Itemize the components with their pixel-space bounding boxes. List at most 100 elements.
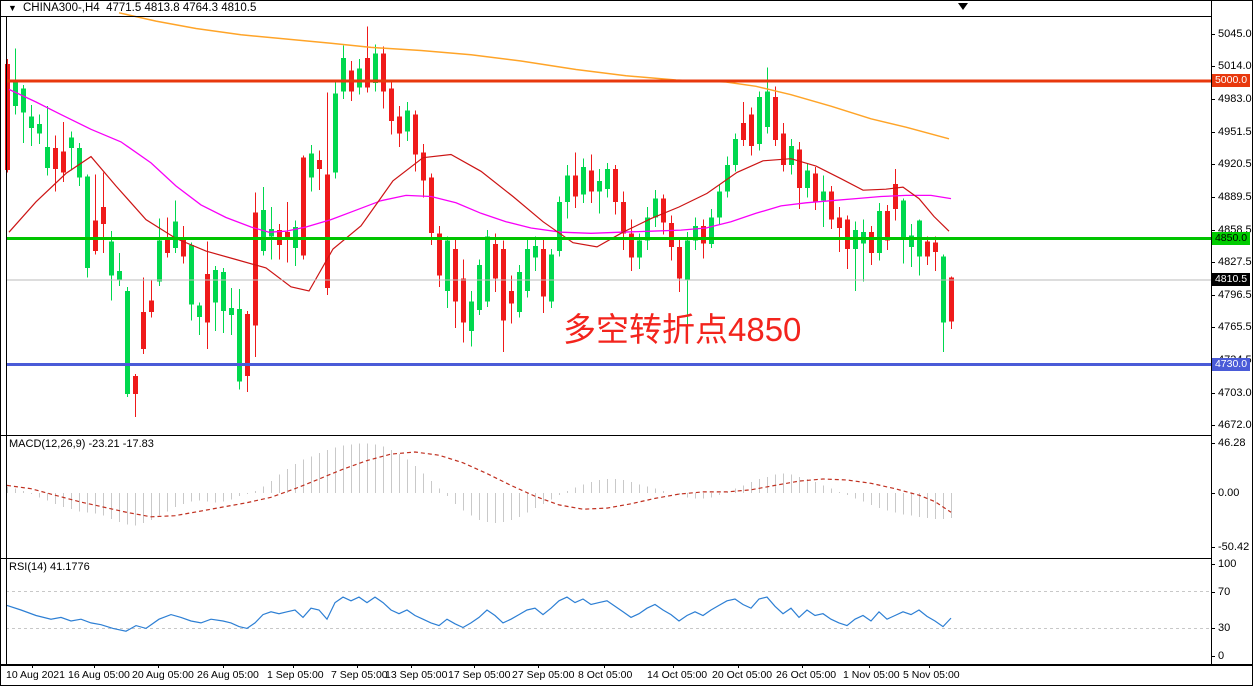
candle-bear <box>509 291 514 304</box>
time-label: 14 Oct 05:00 <box>647 669 708 681</box>
time-label: 13 Sep 05:00 <box>385 669 448 681</box>
time-tick <box>604 665 605 668</box>
candle-bear <box>317 159 322 170</box>
candle-bull <box>445 240 450 291</box>
rsi-label: RSI(14) 41.1776 <box>9 561 90 573</box>
candle-bear <box>149 300 154 312</box>
candle-bear <box>741 123 746 140</box>
candle-bear <box>429 177 434 234</box>
rsi-tick-dash <box>1211 628 1215 629</box>
candle-bull <box>941 256 946 323</box>
candle-bear <box>829 191 834 220</box>
price-tick-dash <box>1211 197 1215 198</box>
candle-bull <box>757 96 762 145</box>
time-tick <box>673 665 674 668</box>
chart-shift-marker[interactable] <box>958 3 968 10</box>
candle-bull <box>877 211 882 254</box>
time-tick <box>802 665 803 668</box>
candle-bull <box>77 148 82 178</box>
candle-bull <box>341 57 346 92</box>
chart-annotation-text[interactable]: 多空转折点4850 <box>563 311 802 348</box>
candle-bull <box>901 200 906 239</box>
macd-tick: 0.00 <box>1218 487 1240 499</box>
hline-badge-4850.0: 4850.0 <box>1212 232 1250 245</box>
candle-bear <box>885 211 890 241</box>
time-axis[interactable]: 10 Aug 2021 16 Aug 05:00 20 Aug 05:00 26 Au… <box>1 665 1252 685</box>
price-tick: 4703.0 <box>1218 387 1252 399</box>
price-tick-dash <box>1211 66 1215 67</box>
candle-bear <box>589 170 594 192</box>
candle-bull <box>189 244 194 305</box>
candle-bull <box>157 240 162 282</box>
macd-label: MACD(12,26,9) -23.21 -17.83 <box>9 438 154 450</box>
time-tick <box>32 665 33 668</box>
time-label: 8 Oct 05:00 <box>578 669 633 681</box>
candle-bull <box>725 165 730 192</box>
candle-bear <box>165 238 170 254</box>
candle-bear <box>301 157 306 256</box>
candle-bear <box>869 232 874 254</box>
time-label: 1 Sep 05:00 <box>267 669 324 681</box>
candle-bear <box>245 314 250 376</box>
candle-bear <box>573 175 578 197</box>
price-tick-dash <box>1211 99 1215 100</box>
candle-bear <box>397 116 402 134</box>
candle-bear <box>629 233 634 258</box>
price-scale[interactable]: 5045.0 5014.0 4983.0 4951.5 4920.5 4889.5 4858… <box>1211 1 1252 664</box>
candle-bear <box>285 232 290 239</box>
candle-bear <box>453 249 458 302</box>
time-tick <box>94 665 95 668</box>
macd-panel-separator[interactable] <box>1 435 1211 436</box>
candle-bull <box>269 229 274 237</box>
chart-title: CHINA300-,H4 4771.5 4813.8 4764.3 4810.5 <box>23 2 257 14</box>
candle-bear <box>541 249 546 297</box>
candle-bull <box>485 236 490 302</box>
candle-bull <box>533 245 538 258</box>
rsi-tick: 0 <box>1218 650 1225 662</box>
candle-bear <box>389 88 394 121</box>
time-label: 7 Sep 05:00 <box>331 669 388 681</box>
candle-bull <box>37 124 42 134</box>
candle-bull <box>13 81 18 107</box>
candle-bear <box>181 238 186 257</box>
candle-bear <box>253 212 258 326</box>
price-tick-dash <box>1211 262 1215 263</box>
candle-bull <box>557 201 562 252</box>
candle-bull <box>525 249 530 291</box>
candle-bull <box>21 88 26 113</box>
chart-canvas[interactable] <box>1 1 1253 664</box>
candle-bear <box>325 174 330 288</box>
current-price-badge: 4810.5 <box>1212 273 1250 286</box>
rsi-tick-dash <box>1211 592 1215 593</box>
macd-tick: 46.28 <box>1218 437 1246 449</box>
rsi-panel-separator[interactable] <box>1 558 1211 559</box>
candle-bull <box>597 180 602 192</box>
candle-bull <box>789 146 794 165</box>
time-label: 26 Aug 05:00 <box>197 669 259 681</box>
time-axis-separator <box>1 664 1252 666</box>
candle-bear <box>621 201 626 234</box>
collapse-triangle-icon[interactable]: ▼ <box>8 3 17 13</box>
scale-separator[interactable] <box>1211 1 1212 664</box>
price-tick-dash <box>1211 34 1215 35</box>
candle-bull <box>685 240 690 281</box>
time-tick <box>538 665 539 668</box>
candle-bull <box>85 176 90 268</box>
rsi-tick: 30 <box>1218 622 1231 634</box>
price-tick-dash <box>1211 164 1215 165</box>
candle-bear <box>501 249 506 321</box>
candle-bear <box>813 173 818 202</box>
candle-bull <box>29 116 34 129</box>
price-tick: 4983.0 <box>1218 93 1252 105</box>
candle-bull <box>909 235 914 247</box>
price-tick: 4920.5 <box>1218 158 1252 170</box>
time-label: 26 Oct 05:00 <box>776 669 837 681</box>
rsi-tick-dash <box>1211 564 1215 565</box>
time-tick <box>869 665 870 668</box>
candle-bull <box>229 307 234 316</box>
candle-bull <box>565 175 570 202</box>
candle-bull <box>237 308 242 382</box>
candle-bear <box>5 64 10 171</box>
candle-bull <box>709 217 714 244</box>
